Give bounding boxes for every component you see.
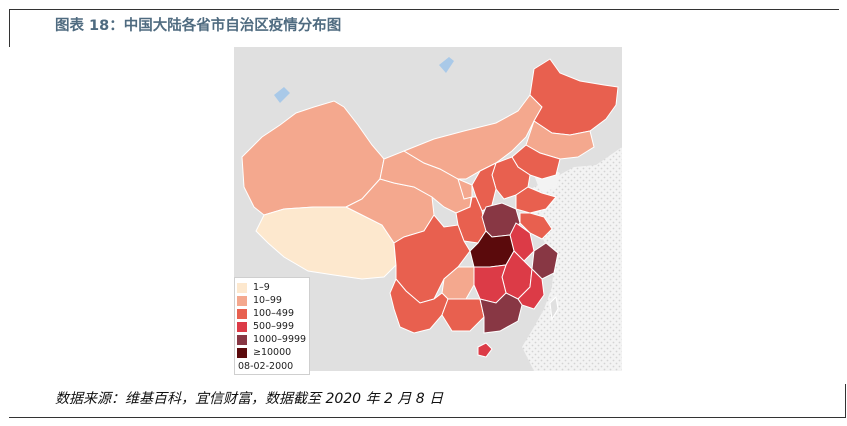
source-note: 数据来源：维基百科，宜信财富，数据截至 2020 年 2 月 8 日 — [55, 391, 444, 407]
region-hainan — [477, 342, 493, 358]
legend-label: ≥10000 — [253, 347, 292, 358]
legend-swatch — [237, 283, 247, 293]
lake — [274, 87, 290, 103]
region-inner-mongolia — [402, 94, 543, 180]
region-taiwan — [549, 295, 559, 321]
legend-label: 1000–9999 — [253, 334, 307, 345]
region-tibet — [255, 206, 397, 280]
region-guangdong — [479, 292, 523, 334]
legend-label: 100–499 — [253, 308, 295, 319]
map-svg — [234, 47, 622, 371]
region-guangxi — [441, 298, 485, 332]
legend-swatch — [237, 296, 247, 306]
legend-date: 08-02-2000 — [238, 361, 294, 372]
map-legend: 1–9 10–99 100–499 500–999 1000–9999 ≥100… — [234, 277, 310, 375]
china-epidemic-map — [234, 47, 622, 371]
legend-label: 10–99 — [253, 295, 282, 306]
legend-label: 1–9 — [253, 282, 270, 293]
legend-swatch — [237, 322, 247, 332]
figure-title: 图表 18：中国大陆各省市自治区疫情分布图 — [55, 18, 342, 34]
lake — [439, 57, 454, 73]
region-jiangsu — [519, 212, 553, 240]
region-shandong — [515, 186, 557, 214]
legend-swatch — [237, 348, 247, 358]
legend-swatch — [237, 309, 247, 319]
legend-swatch — [237, 335, 247, 345]
source-frame — [9, 384, 846, 418]
title-frame — [9, 9, 839, 47]
legend-label: 500–999 — [253, 321, 295, 332]
